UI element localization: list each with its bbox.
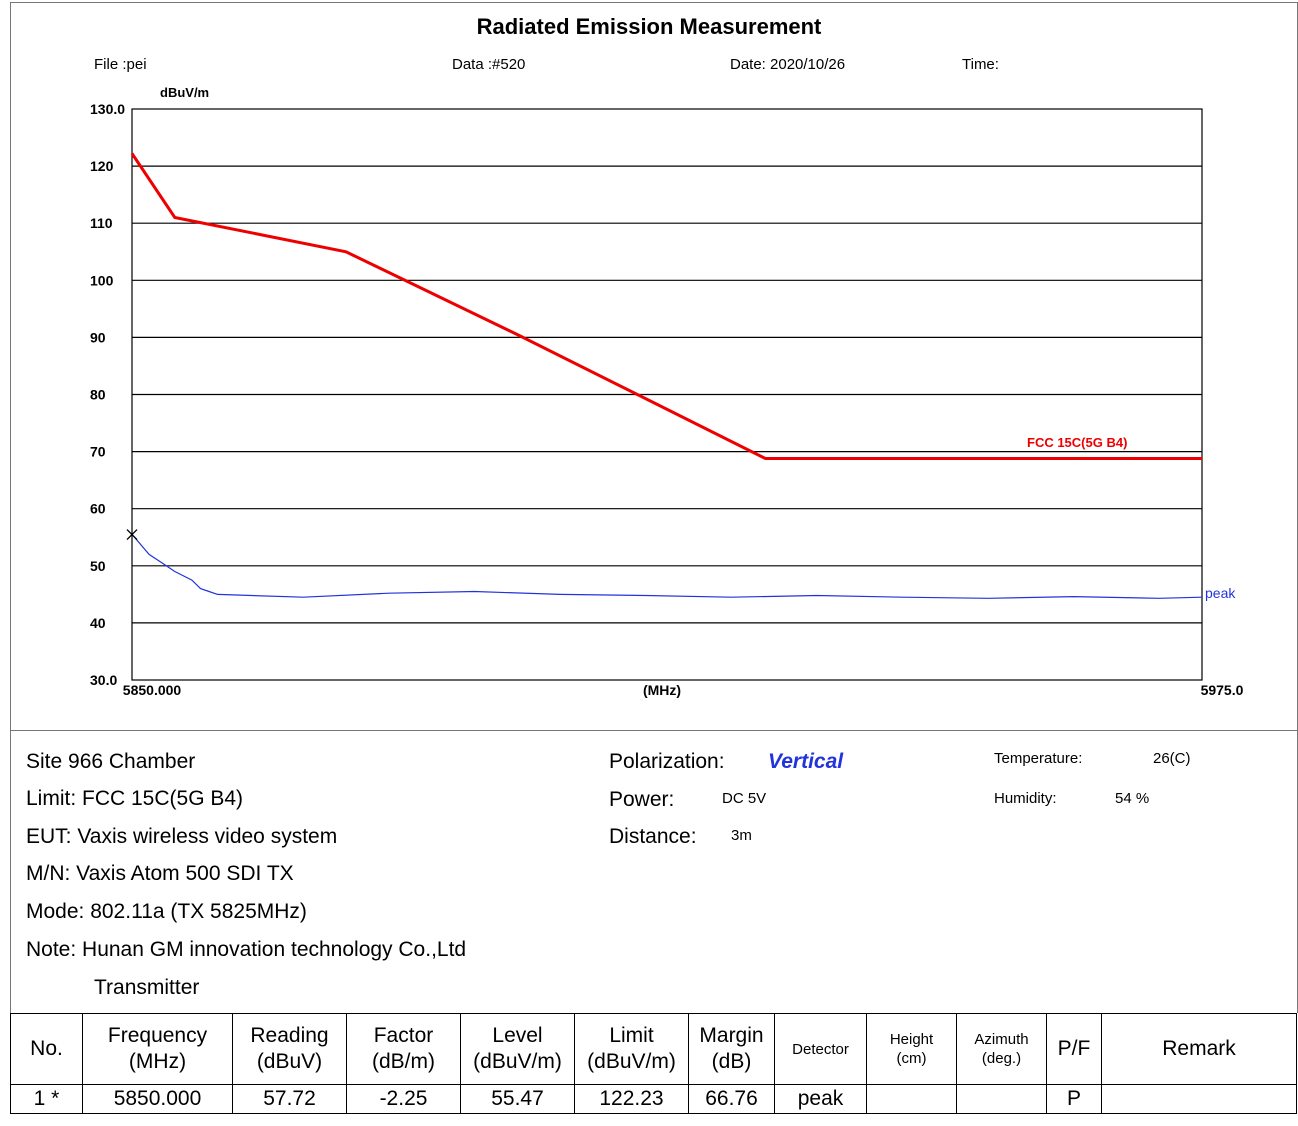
data-label: Data :#520 — [452, 56, 526, 73]
y-tick-label: 100 — [90, 272, 114, 288]
distance-label: Distance: — [609, 825, 697, 848]
column-header-title: Reading — [250, 1024, 329, 1047]
note-info: Note: Hunan GM innovation technology Co.… — [26, 938, 467, 961]
temperature-value: 26(C) — [1153, 750, 1191, 767]
table-cell: peak — [774, 1084, 867, 1114]
y-tick-label: 120 — [90, 158, 114, 174]
polarization-value: Vertical — [768, 750, 844, 773]
limit-line — [130, 152, 1202, 460]
mode-info: Mode: 802.11a (TX 5825MHz) — [26, 900, 307, 923]
emission-chart: 130.0 120 110 100 90 80 70 60 50 40 30.0 dBuV/m (M… — [90, 85, 1244, 698]
report-title: Radiated Emission Measurement — [476, 14, 822, 39]
file-label: File :pei — [94, 56, 147, 73]
table-cell — [866, 1084, 957, 1114]
y-tick-label: 70 — [90, 444, 106, 460]
column-header-title: Factor — [373, 1024, 434, 1047]
column-header-unit: (dB) — [711, 1050, 752, 1073]
column-header-unit: (cm) — [896, 1050, 927, 1067]
table-cell: 55.47 — [460, 1084, 575, 1114]
table-cell: 5850.000 — [82, 1084, 233, 1114]
column-header: Azimuth (deg.) — [956, 1013, 1047, 1085]
column-header: Detector — [774, 1013, 867, 1085]
power-value: DC 5V — [722, 790, 767, 807]
model-info: M/N: Vaxis Atom 500 SDI TX — [26, 862, 294, 885]
table-cell: -2.25 — [346, 1084, 461, 1114]
column-header: Level (dBuV/m) — [460, 1013, 575, 1085]
peak-series-label: peak — [1205, 585, 1236, 601]
date-label: Date: 2020/10/26 — [730, 56, 846, 73]
limit-info: Limit: FCC 15C(5G B4) — [26, 787, 244, 810]
column-header: Height (cm) — [866, 1013, 957, 1085]
column-header-title: Margin — [699, 1024, 764, 1047]
temperature-label: Temperature: — [994, 750, 1083, 767]
column-header-title: Frequency — [107, 1024, 208, 1047]
column-header-title: P/F — [1057, 1037, 1091, 1060]
y-tick-label: 90 — [90, 329, 106, 345]
column-header-title: Detector — [792, 1040, 849, 1058]
peak-trace — [131, 534, 1203, 599]
y-tick-label: 80 — [90, 387, 106, 403]
y-axis-unit: dBuV/m — [160, 85, 209, 100]
column-header-title: Limit — [609, 1024, 654, 1047]
table-header-row: No. Frequency (MHz) Reading (dBuV) Factor (dB/… — [10, 1013, 1297, 1085]
column-header-title: Azimuth — [974, 1031, 1029, 1048]
y-tick-label: 50 — [90, 558, 106, 574]
note-continuation: Transmitter — [94, 976, 200, 999]
y-tick-label: 110 — [90, 215, 113, 231]
column-header: Remark — [1101, 1013, 1297, 1085]
y-tick-label: 40 — [90, 615, 106, 631]
column-header-title: Remark — [1162, 1037, 1236, 1060]
x-axis-unit: (MHz) — [643, 682, 681, 698]
column-header-unit: (dBuV) — [256, 1050, 323, 1073]
column-header-title: Level — [492, 1024, 543, 1047]
y-tick-label: 30.0 — [90, 672, 117, 688]
eut-info: EUT: Vaxis wireless video system — [26, 825, 338, 848]
table-cell: 122.23 — [574, 1084, 689, 1114]
y-tick-label: 130.0 — [90, 101, 125, 117]
humidity-value: 54 % — [1115, 790, 1150, 807]
column-header-unit: (dBuV/m) — [587, 1050, 676, 1073]
column-header: No. — [10, 1013, 83, 1085]
column-header: Frequency (MHz) — [82, 1013, 233, 1085]
table-cell: P — [1046, 1084, 1102, 1114]
column-header-title: Height — [889, 1031, 934, 1048]
y-tick-label: 60 — [90, 501, 106, 517]
humidity-label: Humidity: — [994, 790, 1057, 807]
table-cell — [1101, 1084, 1297, 1114]
column-header: Margin (dB) — [688, 1013, 775, 1085]
results-table: No. Frequency (MHz) Reading (dBuV) Factor (dB/… — [10, 1013, 1297, 1114]
limit-series-label: FCC 15C(5G B4) — [1027, 435, 1127, 450]
x-end-label: 5975.0 — [1201, 682, 1244, 698]
table-cell: 1 * — [10, 1084, 83, 1114]
column-header-unit: (dBuV/m) — [473, 1050, 562, 1073]
table-cell: 66.76 — [688, 1084, 775, 1114]
polarization-label: Polarization: — [609, 750, 725, 773]
column-header-title: No. — [30, 1037, 63, 1060]
column-header: P/F — [1046, 1013, 1102, 1085]
column-header: Reading (dBuV) — [232, 1013, 347, 1085]
time-label: Time: — [962, 56, 999, 73]
x-start-label: 5850.000 — [123, 682, 182, 698]
column-header: Factor (dB/m) — [346, 1013, 461, 1085]
table-row: 1 * 5850.000 57.72 -2.25 55.47 122.23 66.76 pea… — [10, 1084, 1297, 1114]
column-header-unit: (deg.) — [981, 1050, 1022, 1067]
column-header-unit: (dB/m) — [372, 1050, 435, 1073]
power-label: Power: — [609, 788, 675, 811]
peak-marker — [126, 529, 138, 541]
table-cell — [956, 1084, 1047, 1114]
column-header-unit: (MHz) — [128, 1050, 187, 1073]
site-info: Site 966 Chamber — [26, 750, 196, 773]
distance-value: 3m — [731, 827, 752, 844]
column-header: Limit (dBuV/m) — [574, 1013, 689, 1085]
table-cell: 57.72 — [232, 1084, 347, 1114]
